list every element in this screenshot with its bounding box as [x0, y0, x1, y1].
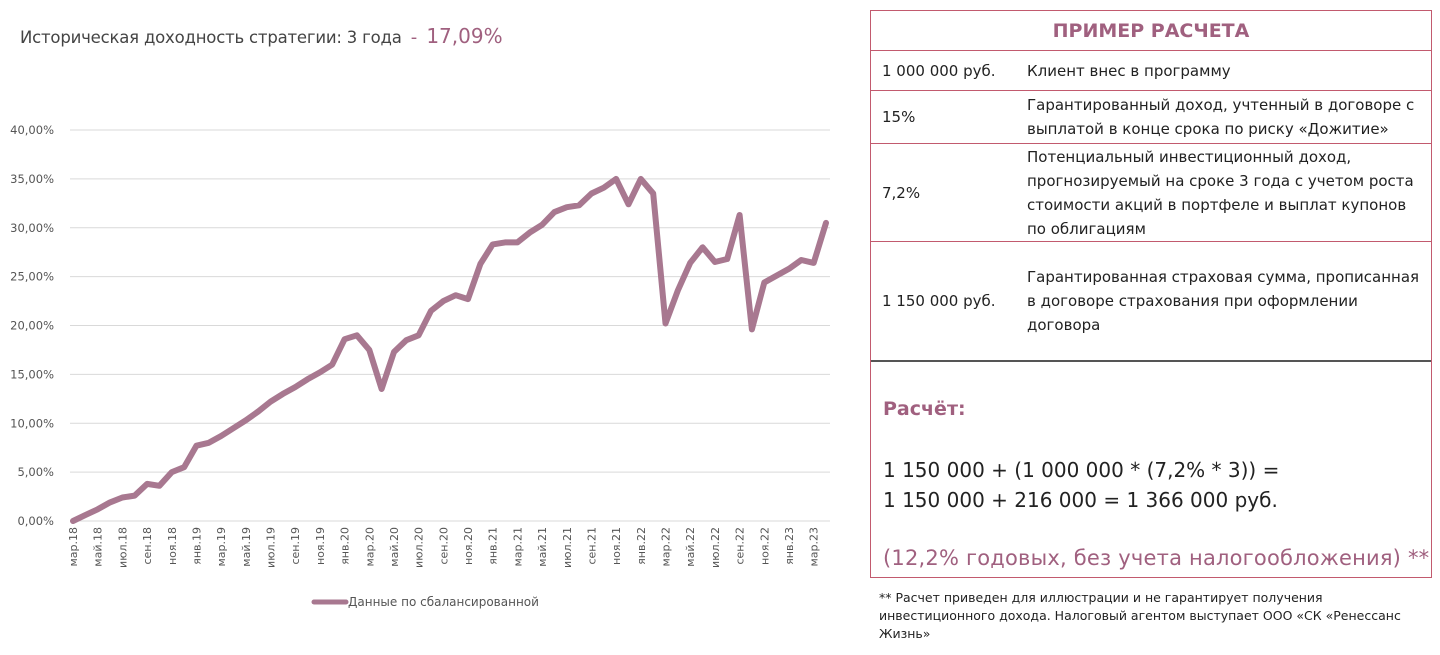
row-description: Потенциальный инвестиционный доход, прог… [1027, 147, 1414, 238]
x-tick-label: май.22 [684, 527, 697, 567]
table-row: 15% Гарантированный доход, учтенный в до… [871, 91, 1431, 144]
calculation-title: Расчёт: [883, 398, 966, 420]
x-tick-label: мар.19 [215, 527, 228, 567]
x-tick-label: янв.23 [783, 527, 796, 565]
x-tick-label: сен.20 [437, 527, 450, 565]
x-tick-label: янв.22 [635, 527, 648, 565]
row-description: Гарантированная страховая сумма, прописа… [1027, 268, 1420, 334]
footnote: ** Расчет приведен для иллюстрации и не … [879, 590, 1401, 641]
x-tick-label: ноя.21 [610, 527, 623, 565]
table-row: 7,2% Потенциальный инвестиционный доход,… [871, 144, 1431, 242]
x-tick-label: май.19 [240, 527, 253, 567]
x-tick-label: ноя.22 [758, 527, 771, 565]
y-tick-label: 5,00% [17, 465, 54, 479]
x-tick-label: мар.23 [808, 527, 821, 567]
row-amount: 7,2% [882, 183, 921, 202]
row-amount: 1 000 000 руб. [882, 61, 996, 80]
chart-title-dash: - [410, 27, 418, 48]
y-tick-label: 30,00% [10, 221, 54, 235]
y-tick-label: 40,00% [10, 123, 54, 137]
calculation-section: Расчёт: 1 150 000 + (1 000 000 * (7,2% *… [871, 362, 1431, 572]
series-line [70, 175, 829, 524]
y-tick-label: 20,00% [10, 319, 54, 333]
y-tick-label: 10,00% [10, 416, 54, 430]
legend-label: Данные по сбалансированной [348, 595, 539, 609]
chart-panel: Историческая доходность стратегии: 3 год… [10, 24, 830, 609]
x-tick-label: сен.18 [141, 527, 154, 565]
calculation-note: (12,2% годовых, без учета налогообложени… [883, 546, 1430, 570]
x-tick-label: мар.18 [67, 527, 80, 567]
x-tick-label: июл.21 [561, 527, 574, 568]
x-tick-label: июл.19 [265, 527, 278, 568]
x-tick-label: сен.21 [585, 527, 598, 565]
line-chart: 0,00% 5,00% 10,00% 15,00% 20,00% 25,00% 30,00%… [10, 123, 830, 609]
x-tick-label: янв.21 [487, 527, 500, 565]
table-title: ПРИМЕР РАСЧЕТА [871, 11, 1431, 51]
chart-title-text: Историческая доходность стратегии: 3 год… [20, 28, 402, 47]
x-tick-label: ноя.18 [166, 527, 179, 565]
calculation-line-1: 1 150 000 + (1 000 000 * (7,2% * 3)) = [883, 458, 1280, 482]
x-tick-label: июл.18 [116, 527, 129, 568]
x-tick-label: сен.19 [289, 527, 302, 565]
row-description: Клиент внес в программу [1027, 61, 1231, 80]
x-tick-label: янв.20 [339, 527, 352, 565]
x-tick-label: сен.22 [734, 527, 747, 565]
x-tick-label: янв.19 [190, 527, 203, 565]
table-row: 1 000 000 руб. Клиент внес в программу [871, 51, 1431, 91]
row-amount: 1 150 000 руб. [882, 292, 996, 310]
y-tick-label: 25,00% [10, 270, 54, 284]
y-tick-label: 35,00% [10, 172, 54, 186]
x-tick-label: ноя.19 [314, 527, 327, 565]
row-amount: 15% [882, 108, 916, 126]
x-tick-label: мар.22 [660, 527, 673, 567]
x-tick-label: май.21 [536, 527, 549, 567]
x-tick-label: мар.20 [363, 527, 376, 567]
row-description: Гарантированный доход, учтенный в догово… [1027, 96, 1415, 138]
x-tick-label: июл.20 [413, 527, 426, 568]
calculation-line-2: 1 150 000 + 216 000 = 1 366 000 руб. [883, 488, 1278, 512]
calculation-example-box: ПРИМЕР РАСЧЕТА 1 000 000 руб. Клиент вне… [870, 10, 1432, 578]
y-tick-label: 0,00% [17, 514, 54, 528]
x-tick-label: мар.21 [511, 527, 524, 567]
chart-title: Историческая доходность стратегии: 3 год… [20, 24, 503, 48]
x-tick-label: май.20 [388, 527, 401, 567]
x-tick-label: май.18 [92, 527, 105, 567]
x-tick-label: июл.22 [709, 527, 722, 568]
chart-title-value: 17,09% [426, 24, 503, 48]
table-row: 1 150 000 руб. Гарантированная страховая… [871, 242, 1431, 362]
y-tick-label: 15,00% [10, 367, 54, 381]
x-tick-label: ноя.20 [462, 527, 475, 565]
